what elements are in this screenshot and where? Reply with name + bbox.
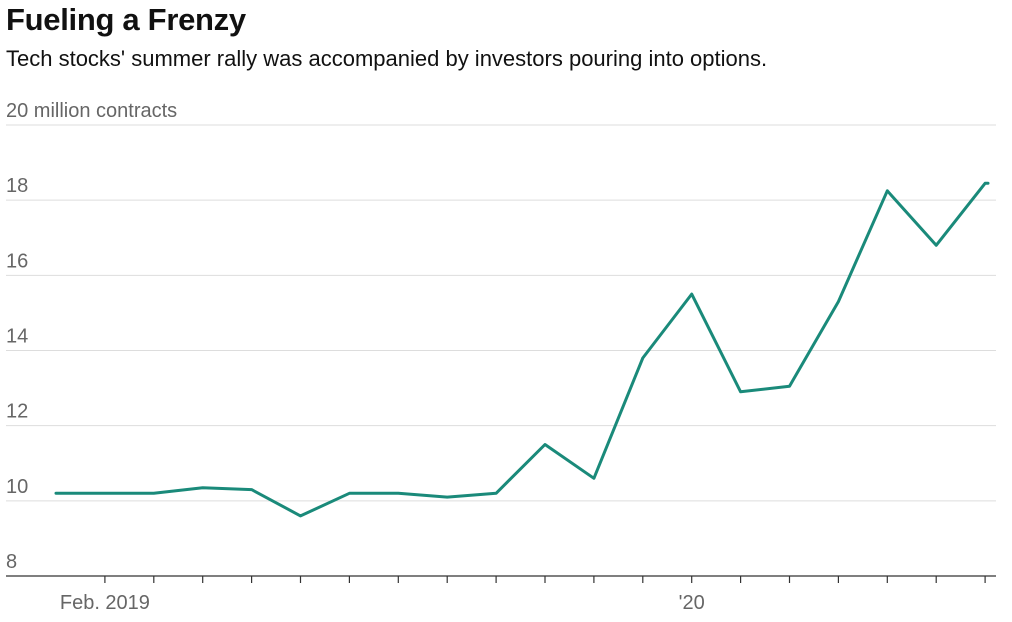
y-tick-label: 18	[6, 175, 28, 197]
y-tick-label: 12	[6, 401, 28, 423]
series-line	[54, 181, 990, 518]
y-tick-label: 16	[6, 250, 28, 272]
y-tick-label: 10	[6, 476, 28, 498]
y-tick-label: 14	[6, 326, 28, 348]
x-tick-label: '20	[679, 592, 705, 614]
y-axis-unit-label: 20 million contracts	[6, 100, 177, 122]
chart-title: Fueling a Frenzy	[6, 2, 246, 37]
x-tick-label: Feb. 2019	[60, 592, 150, 614]
chart-subtitle: Tech stocks' summer rally was accompanie…	[6, 46, 768, 71]
y-tick-label: 8	[6, 551, 17, 573]
